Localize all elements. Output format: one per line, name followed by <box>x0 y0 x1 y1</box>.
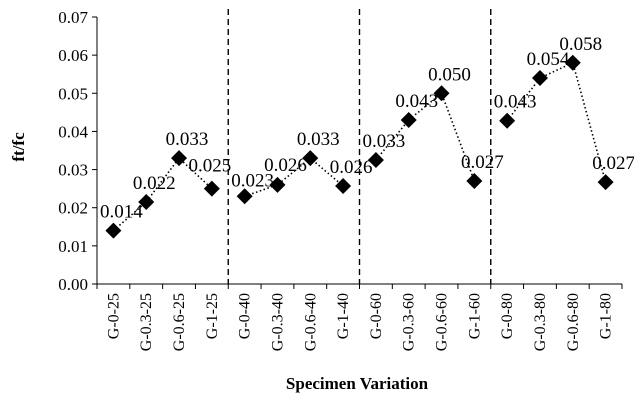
data-label: 0.026 <box>330 157 373 178</box>
markers-layer <box>105 54 614 239</box>
y-tick-label: 0.03 <box>58 161 88 180</box>
y-tick-label: 0.07 <box>58 8 88 27</box>
data-point-marker <box>236 188 253 205</box>
x-tick-label: G-1-60 <box>466 293 483 339</box>
data-point-marker <box>466 173 483 190</box>
data-point-marker <box>531 70 548 87</box>
data-point-marker <box>302 150 319 167</box>
x-tick-label: G-0-60 <box>368 293 385 339</box>
data-label: 0.058 <box>559 34 602 55</box>
separators-layer <box>227 9 492 284</box>
x-tick-label: G-0-40 <box>237 293 254 339</box>
series-line <box>244 157 344 198</box>
x-tick-label: G-0.6-80 <box>565 293 582 351</box>
data-label: 0.050 <box>428 64 471 85</box>
x-tick-label: G-0-25 <box>105 293 122 339</box>
data-point-marker <box>138 193 155 210</box>
x-tick-label: G-1-80 <box>598 293 615 339</box>
data-label: 0.022 <box>133 173 176 194</box>
data-label: 0.027 <box>592 153 634 174</box>
series-line <box>112 156 213 232</box>
x-tick-label: G-0.6-25 <box>171 293 188 351</box>
data-point-marker <box>400 111 417 128</box>
data-label: 0.043 <box>494 92 537 113</box>
data-point-marker <box>105 222 122 239</box>
y-tick-label: 0.00 <box>58 275 88 294</box>
x-tick-label: G-0.3-60 <box>401 293 418 351</box>
x-axis: G-0-25 G-0.3-25 G-0.6-25 G-1-25 G-0-40 G-0.3-… <box>96 283 623 351</box>
data-point-marker <box>269 176 286 193</box>
data-point-marker <box>564 54 581 71</box>
y-tick-label: 0.02 <box>58 199 88 218</box>
y-tick-label: 0.01 <box>58 237 88 256</box>
data-label: 0.026 <box>264 155 307 176</box>
data-label: 0.054 <box>527 49 570 70</box>
y-tick-label: 0.05 <box>58 84 88 103</box>
x-tick-label: G-0.3-40 <box>269 293 286 351</box>
data-point-marker <box>433 85 450 102</box>
data-label: 0.023 <box>231 170 274 191</box>
data-label: 0.014 <box>100 202 143 223</box>
y-axis: 0.00 0.01 0.02 0.03 0.04 0.05 0.06 0.07 <box>58 8 98 294</box>
x-tick-label: G-0.6-40 <box>302 293 319 351</box>
data-point-marker <box>335 177 352 194</box>
x-axis-title: Specimen Variation <box>286 374 429 393</box>
x-tick-label: G-1-40 <box>335 293 352 339</box>
data-labels-layer: 0.0140.0220.0330.0250.0230.0260.0330.026… <box>100 34 634 223</box>
series-line <box>375 91 476 182</box>
y-axis-title: ft/fc <box>9 132 28 162</box>
x-tick-label: G-1-25 <box>204 293 221 339</box>
data-label: 0.027 <box>461 152 504 173</box>
series-line-layer <box>112 61 607 232</box>
data-label: 0.025 <box>188 156 231 177</box>
data-point-marker <box>171 150 188 167</box>
data-point-marker <box>499 112 516 129</box>
data-point-marker <box>203 180 220 197</box>
series-line <box>506 61 607 183</box>
x-tick-label: G-0.3-25 <box>138 293 155 351</box>
y-tick-label: 0.04 <box>58 122 88 141</box>
x-tick-label: G-0.6-60 <box>434 293 451 351</box>
data-label: 0.033 <box>297 129 340 150</box>
data-label: 0.043 <box>395 91 438 112</box>
x-tick-label: G-0-80 <box>499 293 516 339</box>
data-point-marker <box>367 152 384 169</box>
data-label: 0.033 <box>363 131 406 152</box>
y-tick-label: 0.06 <box>58 46 88 65</box>
data-point-marker <box>597 174 614 191</box>
x-tick-label: G-0.3-80 <box>532 293 549 351</box>
data-label: 0.033 <box>166 129 209 150</box>
